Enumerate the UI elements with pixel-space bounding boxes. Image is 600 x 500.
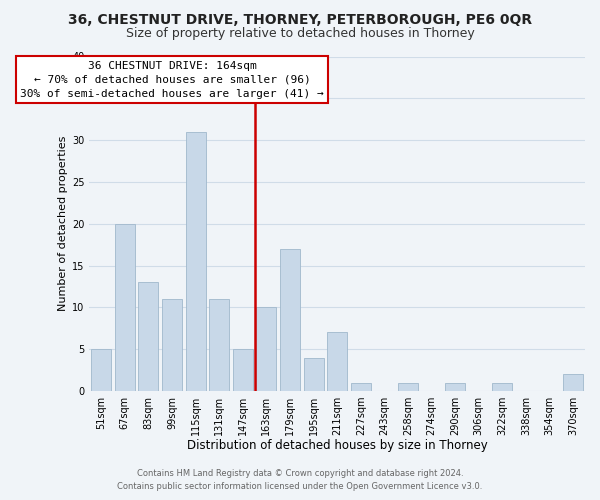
Bar [445, 382, 465, 391]
Bar [233, 349, 253, 391]
Text: 36, CHESTNUT DRIVE, THORNEY, PETERBOROUGH, PE6 0QR: 36, CHESTNUT DRIVE, THORNEY, PETERBOROUG… [68, 12, 532, 26]
Bar [256, 308, 277, 391]
Bar [398, 382, 418, 391]
Bar [563, 374, 583, 391]
Bar [139, 282, 158, 391]
Bar [327, 332, 347, 391]
Bar [162, 299, 182, 391]
Text: Contains HM Land Registry data © Crown copyright and database right 2024.
Contai: Contains HM Land Registry data © Crown c… [118, 470, 482, 491]
Bar [115, 224, 135, 391]
Y-axis label: Number of detached properties: Number of detached properties [58, 136, 68, 312]
Bar [304, 358, 323, 391]
Bar [280, 249, 300, 391]
Bar [91, 349, 111, 391]
Bar [209, 299, 229, 391]
Bar [493, 382, 512, 391]
Text: Size of property relative to detached houses in Thorney: Size of property relative to detached ho… [125, 28, 475, 40]
X-axis label: Distribution of detached houses by size in Thorney: Distribution of detached houses by size … [187, 440, 488, 452]
Bar [185, 132, 206, 391]
Text: 36 CHESTNUT DRIVE: 164sqm
← 70% of detached houses are smaller (96)
30% of semi-: 36 CHESTNUT DRIVE: 164sqm ← 70% of detac… [20, 60, 324, 98]
Bar [351, 382, 371, 391]
